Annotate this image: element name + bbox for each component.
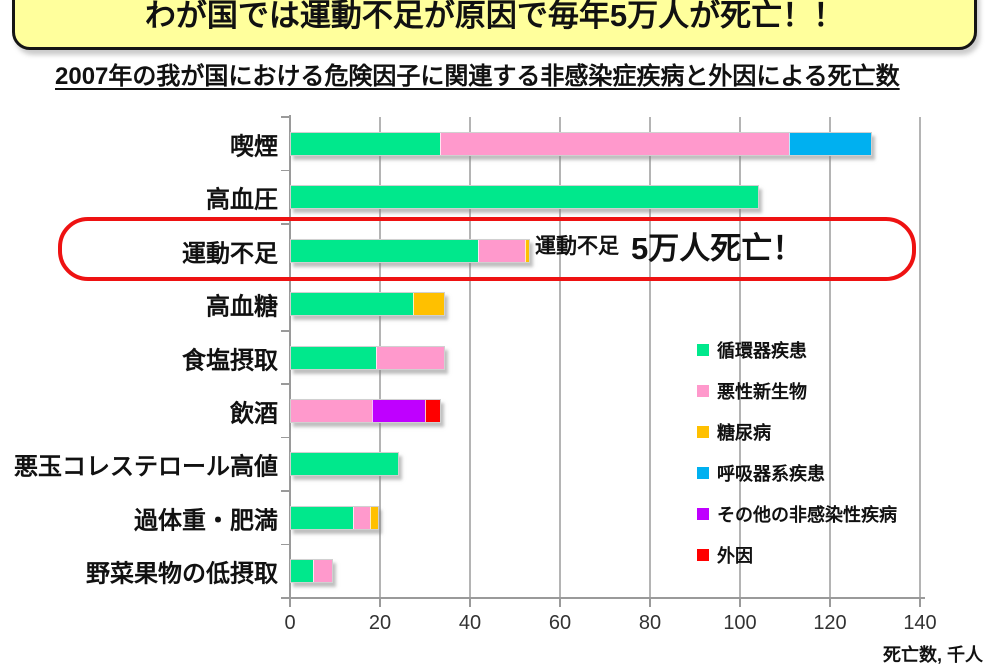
bar-segment-悪性新生物 bbox=[352, 506, 371, 529]
x-axis-tick bbox=[829, 598, 831, 607]
legend-item-呼吸器系疾患: 呼吸器系疾患 bbox=[697, 460, 825, 486]
bar-segment-循環器疾患 bbox=[291, 186, 758, 209]
bar-segment-悪性新生物 bbox=[291, 399, 372, 422]
legend-swatch-icon bbox=[697, 508, 709, 520]
x-axis-label: 死亡数, 千人 bbox=[882, 645, 983, 665]
legend-swatch-icon bbox=[697, 426, 709, 438]
x-tick-label: 80 bbox=[638, 612, 662, 634]
bar-segment-循環器疾患 bbox=[291, 560, 313, 583]
x-axis-tick bbox=[919, 598, 921, 607]
bar-segment-循環器疾患 bbox=[291, 132, 440, 155]
bar-segment-糖尿病 bbox=[412, 293, 444, 316]
category-label: 運動不足 bbox=[182, 240, 278, 268]
annotation-emphasis: 5万人死亡！ bbox=[631, 230, 804, 266]
legend-item-悪性新生物: 悪性新生物 bbox=[697, 378, 807, 404]
legend-label: 外因 bbox=[717, 546, 753, 566]
legend-label: 糖尿病 bbox=[717, 423, 771, 443]
bar-segment-循環器疾患 bbox=[291, 293, 413, 316]
legend-swatch-icon bbox=[697, 344, 709, 356]
title-banner: わが国では運動不足が原因で毎年5万人が死亡！！ bbox=[12, 0, 977, 50]
y-axis-tick bbox=[281, 383, 290, 385]
category-label: 食塩摂取 bbox=[182, 347, 278, 374]
gridline bbox=[919, 117, 921, 598]
gridline bbox=[559, 117, 561, 598]
y-axis-tick bbox=[281, 169, 290, 172]
legend-item-糖尿病: 糖尿病 bbox=[697, 419, 771, 445]
gridline bbox=[739, 117, 741, 598]
legend-label: 呼吸器系疾患 bbox=[717, 464, 825, 484]
legend-item-循環器疾患: 循環器疾患 bbox=[697, 337, 807, 363]
y-axis-tick bbox=[281, 223, 290, 225]
bar-segment-循環器疾患 bbox=[291, 506, 353, 529]
x-tick-label: 60 bbox=[548, 612, 572, 634]
bar-segment-悪性新生物 bbox=[376, 346, 444, 369]
y-axis-tick bbox=[281, 436, 290, 439]
category-label: 飲酒 bbox=[230, 400, 278, 428]
y-axis-tick bbox=[281, 543, 290, 546]
x-tick-label: 0 bbox=[284, 612, 296, 634]
gridline bbox=[469, 117, 471, 598]
category-label: 悪玉コレステロール高値 bbox=[14, 453, 278, 481]
bar-過体重・肥満 bbox=[290, 505, 380, 530]
bar-食塩摂取 bbox=[290, 345, 445, 370]
category-label: 喫煙 bbox=[230, 133, 278, 161]
bar-segment-外因 bbox=[425, 399, 440, 422]
x-tick-label: 20 bbox=[368, 612, 392, 634]
legend-label: その他の非感染性疾病 bbox=[717, 505, 897, 525]
legend-label: 循環器疾患 bbox=[717, 341, 807, 361]
bar-segment-悪性新生物 bbox=[477, 239, 526, 262]
x-axis-tick bbox=[649, 598, 651, 607]
legend-swatch-icon bbox=[697, 467, 709, 479]
bar-野菜果物の低摂取 bbox=[290, 559, 334, 584]
y-axis-tick bbox=[281, 490, 290, 492]
bar-喫煙 bbox=[290, 131, 873, 156]
annotation-prefix: 運動不足 bbox=[535, 235, 619, 258]
x-axis-tick bbox=[379, 598, 381, 607]
x-axis-tick bbox=[739, 598, 741, 607]
x-axis-line bbox=[285, 597, 925, 599]
category-label: 高血圧 bbox=[206, 186, 278, 214]
legend-swatch-icon bbox=[697, 549, 709, 561]
gridline bbox=[649, 117, 651, 598]
legend-item-その他の非感染性疾病: その他の非感染性疾病 bbox=[697, 501, 897, 527]
bar-segment-糖尿病 bbox=[370, 506, 379, 529]
bar-飲酒 bbox=[290, 398, 441, 423]
legend-label: 悪性新生物 bbox=[717, 382, 807, 402]
chart-heading: 2007年の我が国における危険因子に関連する非感染症疾病と外因による死亡数 bbox=[55, 63, 900, 90]
bar-segment-循環器疾患 bbox=[291, 453, 398, 476]
legend-item-外因: 外因 bbox=[697, 542, 753, 568]
x-axis-tick bbox=[469, 598, 471, 607]
bar-segment-糖尿病 bbox=[525, 239, 529, 262]
bar-高血糖 bbox=[290, 292, 445, 317]
y-axis-tick bbox=[281, 116, 290, 118]
x-axis-tick bbox=[289, 598, 291, 607]
y-axis-tick bbox=[281, 330, 290, 332]
annotation: 運動不足 5万人死亡！ bbox=[535, 217, 803, 273]
bar-segment-循環器疾患 bbox=[291, 239, 478, 262]
bar-segment-その他の非感染性疾病 bbox=[372, 399, 426, 422]
gridline bbox=[829, 117, 831, 598]
legend-swatch-icon bbox=[697, 385, 709, 397]
y-axis-tick bbox=[281, 597, 290, 599]
bar-segment-悪性新生物 bbox=[439, 132, 789, 155]
x-tick-label: 100 bbox=[723, 612, 757, 634]
bar-運動不足 bbox=[290, 238, 530, 263]
x-tick-label: 40 bbox=[458, 612, 482, 634]
category-label: 高血糖 bbox=[206, 293, 278, 321]
bar-segment-呼吸器系疾患 bbox=[788, 132, 872, 155]
bar-segment-悪性新生物 bbox=[312, 560, 333, 583]
x-axis-tick bbox=[559, 598, 561, 607]
x-tick-label: 140 bbox=[903, 612, 937, 634]
bar-高血圧 bbox=[290, 185, 759, 210]
bar-segment-循環器疾患 bbox=[291, 346, 377, 369]
x-tick-label: 120 bbox=[813, 612, 847, 634]
category-label: 過体重・肥満 bbox=[134, 507, 278, 535]
slide-title: わが国では運動不足が原因で毎年5万人が死亡！！ bbox=[144, 0, 845, 33]
category-label: 野菜果物の低摂取 bbox=[86, 560, 278, 588]
bar-悪玉コレステロール高値 bbox=[290, 452, 399, 477]
y-axis-tick bbox=[281, 276, 290, 279]
